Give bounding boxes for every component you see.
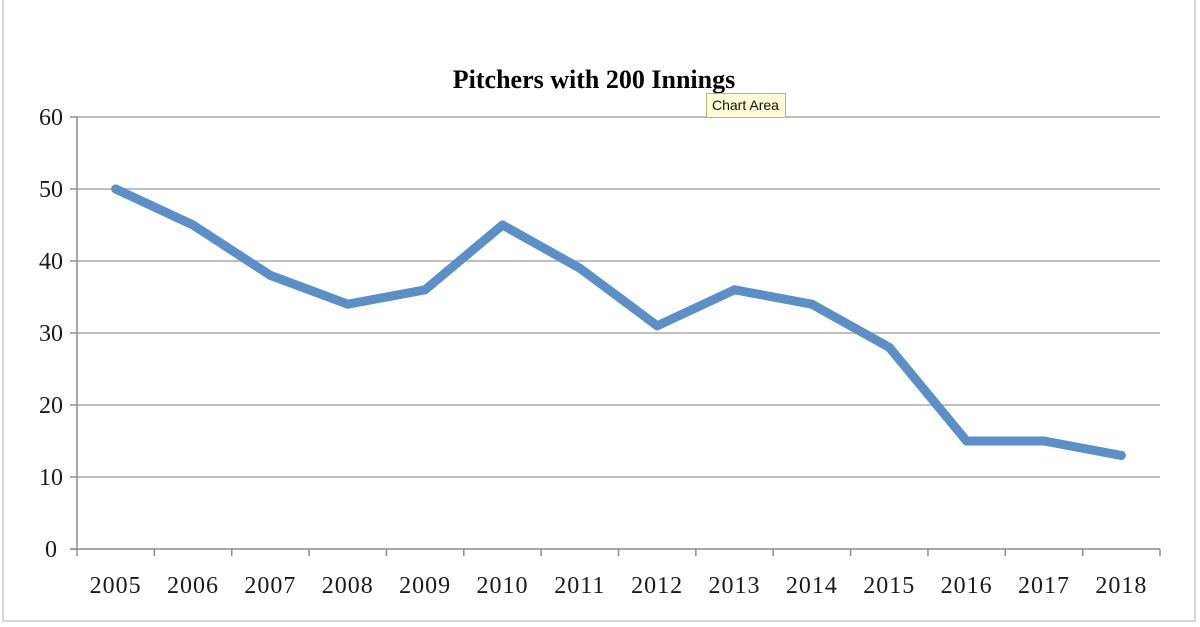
data-point-2005[interactable] xyxy=(111,184,121,194)
data-point-2011[interactable] xyxy=(575,263,585,273)
data-point-2018[interactable] xyxy=(1116,450,1126,460)
data-point-2007[interactable] xyxy=(265,270,275,280)
data-point-2013[interactable] xyxy=(730,285,740,295)
axes xyxy=(70,116,1161,556)
x-tick-label: 2012 xyxy=(631,573,683,599)
y-axis-tick-labels: 0 10 20 30 40 50 60 xyxy=(39,105,63,563)
data-point-2017[interactable] xyxy=(1039,436,1049,446)
y-tick-label: 10 xyxy=(39,465,63,491)
y-tick-label: 40 xyxy=(39,249,63,275)
data-point-2012[interactable] xyxy=(652,321,662,331)
plot-area[interactable] xyxy=(111,184,1126,460)
y-tick-label: 0 xyxy=(45,537,57,563)
chart-title: Pitchers with 200 Innings xyxy=(453,65,735,94)
x-tick-label: 2011 xyxy=(554,573,605,599)
data-point-2014[interactable] xyxy=(807,299,817,309)
y-tick-label: 20 xyxy=(39,393,63,419)
data-point-2009[interactable] xyxy=(420,285,430,295)
y-tick-label: 60 xyxy=(39,105,63,131)
x-tick-label: 2015 xyxy=(863,573,915,599)
data-point-2010[interactable] xyxy=(497,220,507,230)
data-point-2008[interactable] xyxy=(343,299,353,309)
data-point-2016[interactable] xyxy=(962,436,972,446)
x-tick-label: 2016 xyxy=(941,573,993,599)
x-tick-label: 2008 xyxy=(322,573,374,599)
data-point-2015[interactable] xyxy=(884,342,894,352)
x-tick-label: 2006 xyxy=(167,573,219,599)
x-tick-label: 2009 xyxy=(399,573,451,599)
x-tick-label: 2014 xyxy=(786,573,838,599)
y-tick-label: 30 xyxy=(39,321,63,347)
x-axis-tick-labels: 2005 2006 2007 2008 2009 2010 2011 2012 2013 2014… xyxy=(90,573,1147,599)
series-line[interactable] xyxy=(111,184,1126,460)
x-tick-label: 2013 xyxy=(709,573,761,599)
y-tick-label: 50 xyxy=(39,177,63,203)
x-tick-label: 2017 xyxy=(1018,573,1070,599)
x-tick-label: 2005 xyxy=(90,573,142,599)
data-point-2006[interactable] xyxy=(188,220,198,230)
x-tick-label: 2018 xyxy=(1095,573,1147,599)
x-tick-label: 2007 xyxy=(244,573,296,599)
chart-area-tooltip: Chart Area xyxy=(706,93,786,118)
gridlines xyxy=(77,116,1160,478)
x-tick-label: 2010 xyxy=(476,573,528,599)
